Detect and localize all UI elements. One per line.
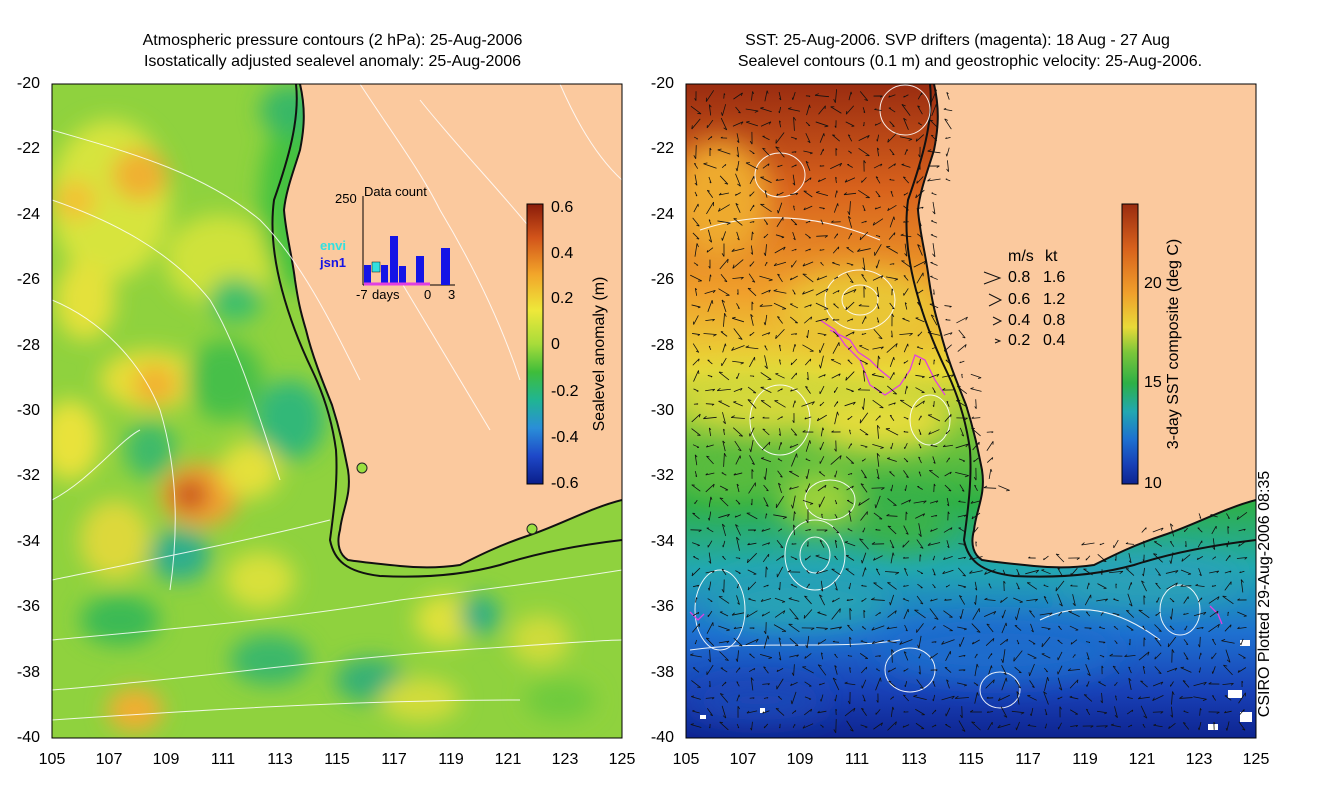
velocity-legend-kt: 1.2 — [1043, 291, 1066, 308]
right-y-tick: -20 — [650, 75, 674, 92]
left-x-tick: 105 — [38, 751, 66, 768]
right-x-tick: 117 — [1015, 751, 1041, 768]
inset-bar-jsn1 — [416, 256, 424, 285]
inset-bar-jsn1 — [399, 266, 406, 285]
left-x-tick: 123 — [551, 751, 579, 768]
left-colorbar-tick: -0.6 — [551, 475, 579, 492]
sealevel-colorbar — [526, 203, 544, 485]
velocity-legend-ms: 0.6 — [1008, 291, 1031, 308]
inset-xtick-three: 3 — [448, 287, 456, 302]
right-y-tick: -26 — [650, 271, 674, 288]
left-y-tick: -26 — [16, 271, 40, 288]
velocity-legend-kt: 1.6 — [1043, 269, 1066, 286]
inset-bar-jsn1 — [381, 265, 388, 285]
right-x-tick: 105 — [672, 751, 700, 768]
left-colorbar-tick: 0 — [551, 336, 560, 353]
left-y-tick: -22 — [16, 140, 40, 157]
right-colorbar-tick: 10 — [1144, 475, 1162, 492]
left-y-tick: -24 — [16, 206, 40, 223]
inset-max-label: 250 — [335, 191, 357, 206]
right-x-tick: 121 — [1128, 751, 1156, 768]
right-y-tick: -38 — [650, 664, 674, 681]
left-y-tick: -32 — [16, 467, 40, 484]
left-x-tick: 117 — [381, 751, 407, 768]
velocity-legend-kt: 0.8 — [1043, 312, 1066, 329]
sst-colorbar — [1121, 203, 1139, 485]
inset-bar-jsn1 — [364, 265, 371, 285]
velocity-legend-ms: 0.4 — [1008, 312, 1031, 329]
right-y-tick: -34 — [650, 533, 674, 550]
inset-xtick-zero: 0 — [424, 287, 432, 302]
right-y-tick: -28 — [650, 337, 674, 354]
right-x-tick: 111 — [844, 751, 870, 768]
inset-bar-jsn1 — [390, 236, 398, 285]
right-map — [686, 84, 1256, 738]
right-map-frame — [685, 83, 1257, 739]
right-x-tick: 107 — [729, 751, 757, 768]
right-y-tick: -32 — [650, 467, 674, 484]
left-y-tick: -20 — [16, 75, 40, 92]
geostrophic-velocity-arrows — [690, 89, 1248, 734]
left-colorbar-label: Sealevel anomaly (m) — [591, 276, 608, 432]
inset-legend-envi: envi — [320, 238, 347, 253]
left-x-tick: 121 — [494, 751, 522, 768]
left-colorbar-tick: -0.2 — [551, 383, 579, 400]
left-x-tick: 109 — [152, 751, 180, 768]
inset-bar-jsn1 — [441, 248, 450, 285]
left-map-frame — [51, 83, 623, 739]
left-y-tick: -40 — [16, 729, 40, 746]
right-title-line2: Sealevel contours (0.1 m) and geostrophi… — [737, 53, 1203, 70]
data-count-inset — [362, 196, 455, 286]
left-x-tick: 113 — [267, 751, 293, 768]
velocity-legend-ms-header: m/s — [1008, 248, 1034, 265]
velocity-legend-kt: 0.4 — [1043, 332, 1066, 349]
velocity-legend-kt-header: kt — [1045, 248, 1058, 265]
inset-xtick-days: days — [372, 287, 400, 302]
left-colorbar-tick: 0.4 — [551, 245, 574, 262]
left-x-tick: 125 — [608, 751, 636, 768]
left-colorbar-tick: -0.4 — [551, 429, 579, 446]
velocity-legend-ms: 0.8 — [1008, 269, 1031, 286]
inset-legend-jsn1: jsn1 — [320, 255, 347, 270]
left-y-tick: -28 — [16, 337, 40, 354]
right-y-tick: -24 — [650, 206, 674, 223]
right-x-tick: 119 — [1072, 751, 1098, 768]
right-colorbar-label: 3-day SST composite (deg C) — [1165, 238, 1182, 450]
velocity-legend-ms: 0.2 — [1008, 332, 1031, 349]
left-y-tick: -38 — [16, 664, 40, 681]
left-colorbar-tick: 0.2 — [551, 290, 574, 307]
left-x-tick: 115 — [324, 751, 350, 768]
left-x-tick: 119 — [438, 751, 464, 768]
right-x-tick: 109 — [786, 751, 814, 768]
left-y-tick: -36 — [16, 598, 40, 615]
plot-credit: CSIRO Plotted 29-Aug-2006 08:35 — [1256, 470, 1273, 718]
right-colorbar-tick: 15 — [1144, 374, 1162, 391]
right-x-tick: 115 — [958, 751, 984, 768]
inset-xtick-left: -7 — [356, 287, 368, 302]
right-title-line1: SST: 25-Aug-2006. SVP drifters (magenta)… — [745, 32, 1170, 49]
left-x-tick: 111 — [210, 751, 236, 768]
right-y-tick: -40 — [650, 729, 674, 746]
left-y-tick: -30 — [16, 402, 40, 419]
inset-bar-envi — [371, 261, 381, 273]
left-colorbar-tick: 0.6 — [551, 199, 574, 216]
velocity-legend-arrows — [983, 271, 1003, 344]
left-title-line2: Isostatically adjusted sealevel anomaly:… — [143, 53, 522, 70]
right-x-tick: 125 — [1242, 751, 1270, 768]
right-colorbar-tick: 20 — [1144, 275, 1162, 292]
left-x-tick: 107 — [95, 751, 123, 768]
right-x-tick: 113 — [901, 751, 927, 768]
left-title-line1: Atmospheric pressure contours (2 hPa): 2… — [142, 32, 523, 49]
right-y-tick: -22 — [650, 140, 674, 157]
left-y-tick: -34 — [16, 533, 40, 550]
right-y-tick: -30 — [650, 402, 674, 419]
inset-title: Data count — [364, 184, 427, 199]
right-x-tick: 123 — [1185, 751, 1213, 768]
right-y-tick: -36 — [650, 598, 674, 615]
